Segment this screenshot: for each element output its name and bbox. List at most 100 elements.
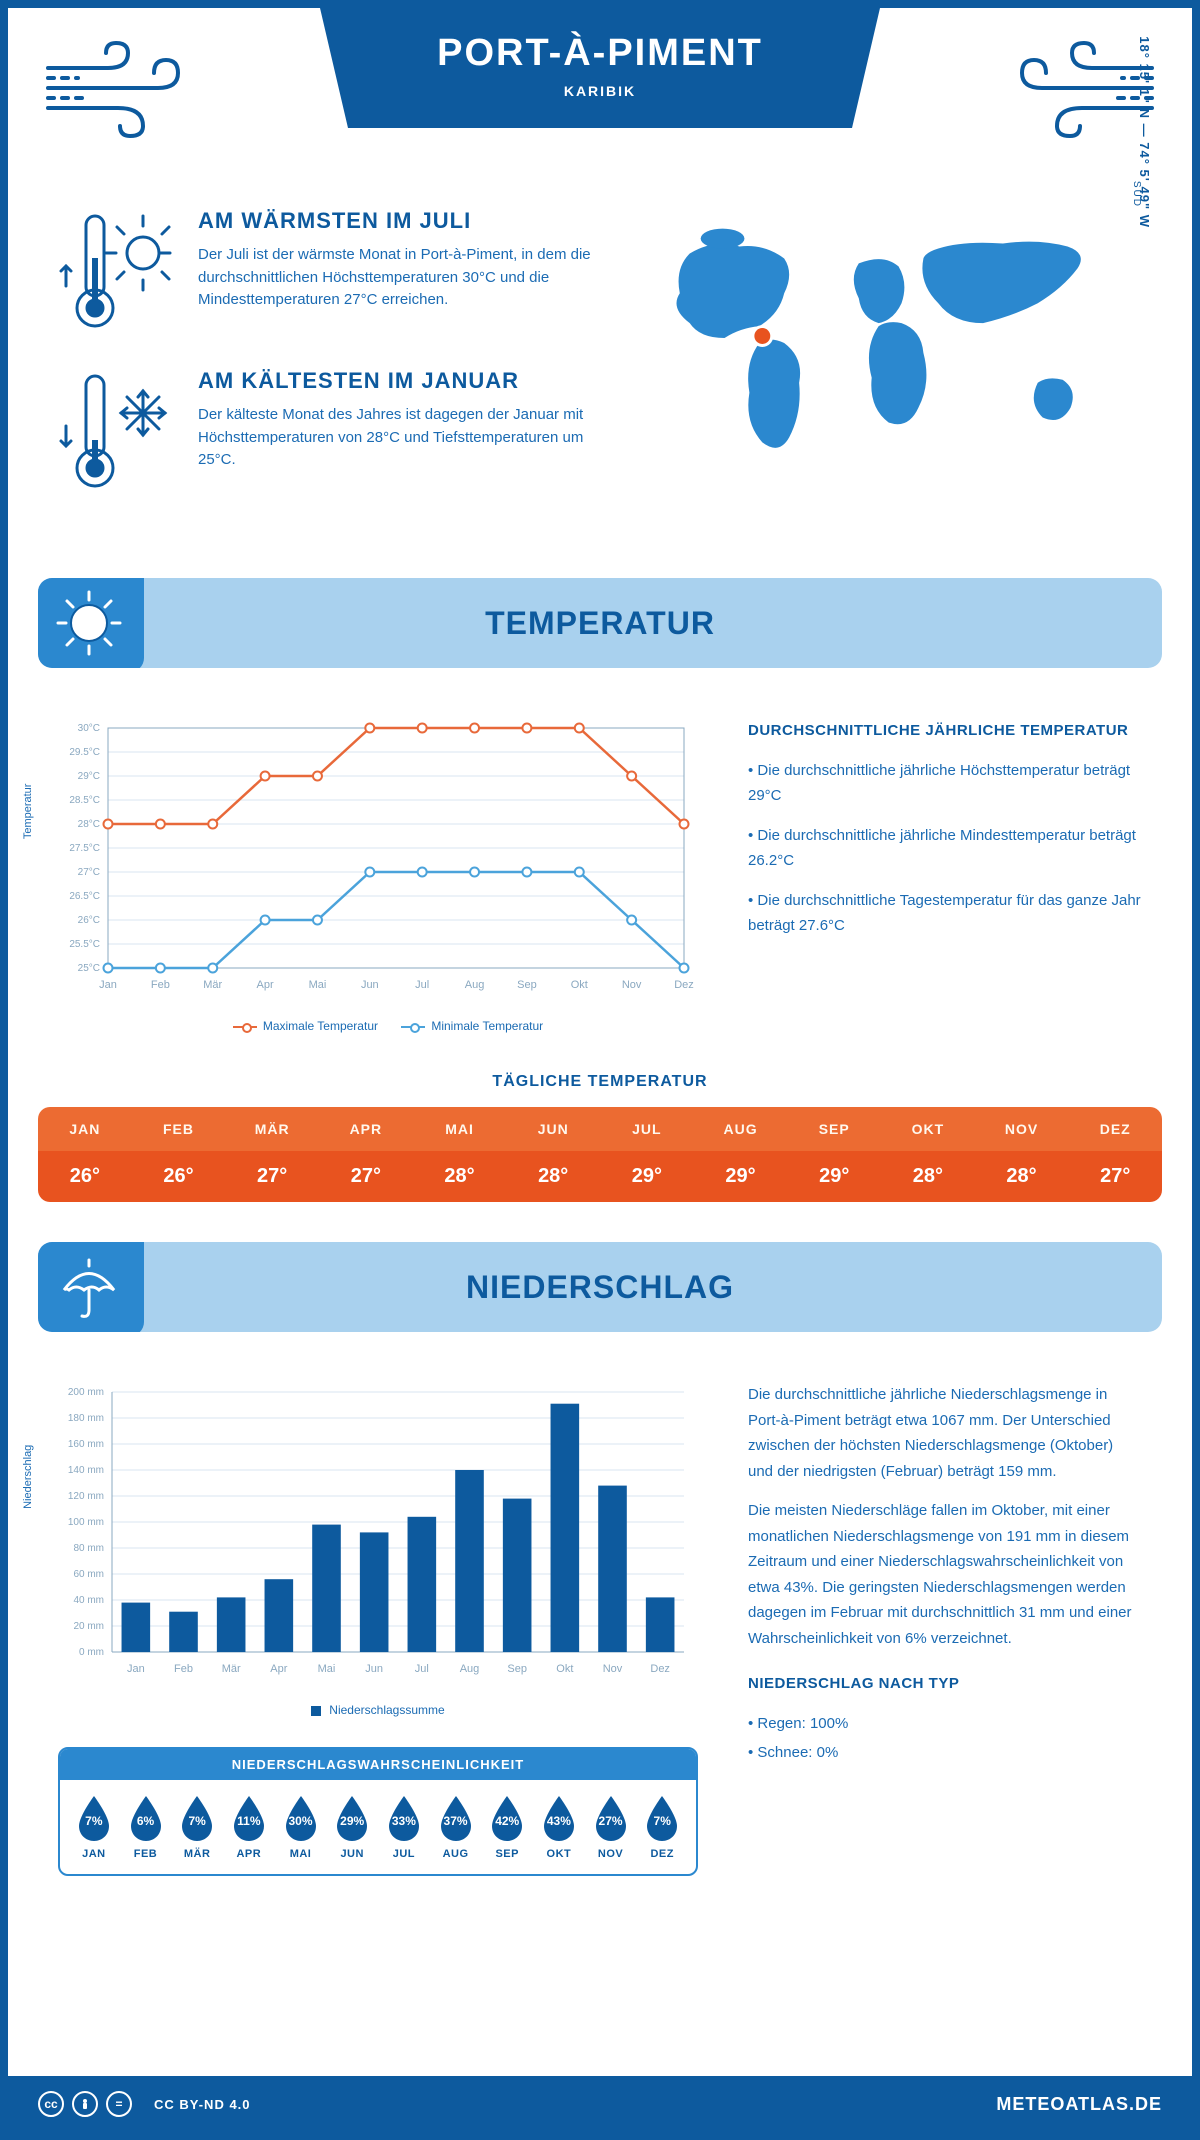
precip-prob-pct: 37% bbox=[437, 1814, 475, 1828]
temperature-info: DURCHSCHNITTLICHE JÄHRLICHE TEMPERATUR •… bbox=[748, 718, 1142, 1033]
precip-prob-month: MÄR bbox=[171, 1848, 223, 1860]
precip-prob-month: AUG bbox=[430, 1848, 482, 1860]
precip-prob-month: APR bbox=[223, 1848, 275, 1860]
precip-prob-cell: 11% APR bbox=[223, 1794, 275, 1860]
daily-month: AUG bbox=[694, 1107, 788, 1151]
svg-text:Mär: Mär bbox=[203, 979, 222, 991]
daily-temp-table: JANFEBMÄRAPRMAIJUNJULAUGSEPOKTNOVDEZ 26°… bbox=[38, 1107, 1162, 1202]
daily-temp-title: TÄGLICHE TEMPERATUR bbox=[8, 1073, 1192, 1091]
svg-text:200 mm: 200 mm bbox=[68, 1387, 104, 1398]
svg-text:25.5°C: 25.5°C bbox=[69, 939, 100, 950]
thermometer-snow-icon bbox=[58, 368, 178, 498]
temperature-chart: Temperatur 25°C25.5°C26°C26.5°C27°C27.5°… bbox=[58, 718, 698, 1003]
precip-prob-pct: 29% bbox=[333, 1814, 371, 1828]
page-region: KARIBIK bbox=[320, 83, 880, 99]
daily-value: 29° bbox=[600, 1151, 694, 1202]
precip-prob-pct: 33% bbox=[385, 1814, 423, 1828]
page-title: PORT-À-PIMENT bbox=[320, 32, 880, 75]
svg-text:30°C: 30°C bbox=[78, 723, 100, 734]
warmest-block: AM WÄRMSTEN IM JULI Der Juli ist der wär… bbox=[58, 208, 605, 338]
daily-value: 29° bbox=[787, 1151, 881, 1202]
coordinates: 18° 15' 1" N — 74° 5' 49" W bbox=[1137, 36, 1152, 228]
precip-legend: Niederschlagssumme bbox=[58, 1703, 698, 1717]
daily-month: FEB bbox=[132, 1107, 226, 1151]
precip-prob-pct: 7% bbox=[75, 1814, 113, 1828]
svg-text:Okt: Okt bbox=[571, 979, 588, 991]
svg-text:180 mm: 180 mm bbox=[68, 1413, 104, 1424]
temperature-row: Temperatur 25°C25.5°C26°C26.5°C27°C27.5°… bbox=[8, 688, 1192, 1043]
svg-text:Mai: Mai bbox=[309, 979, 327, 991]
daily-value: 28° bbox=[413, 1151, 507, 1202]
legend-max: Maximale Temperatur bbox=[263, 1019, 378, 1033]
svg-text:20 mm: 20 mm bbox=[73, 1621, 104, 1632]
raindrop-icon: 27% bbox=[592, 1794, 630, 1842]
svg-text:40 mm: 40 mm bbox=[73, 1595, 104, 1606]
wind-icon-left bbox=[38, 38, 188, 138]
precip-prob-month: FEB bbox=[120, 1848, 172, 1860]
raindrop-icon: 7% bbox=[75, 1794, 113, 1842]
cc-license: cc = CC BY-ND 4.0 bbox=[38, 2091, 251, 2117]
precip-info: Die durchschnittliche jährliche Niedersc… bbox=[748, 1382, 1142, 1876]
temperature-title: TEMPERATUR bbox=[485, 605, 715, 642]
precip-row: Niederschlag 0 mm20 mm40 mm60 mm80 mm100… bbox=[8, 1352, 1192, 1886]
svg-text:160 mm: 160 mm bbox=[68, 1439, 104, 1450]
svg-text:Jun: Jun bbox=[365, 1663, 383, 1675]
daily-value: 27° bbox=[319, 1151, 413, 1202]
precip-prob-cell: 42% SEP bbox=[481, 1794, 533, 1860]
raindrop-icon: 7% bbox=[178, 1794, 216, 1842]
svg-text:27.5°C: 27.5°C bbox=[69, 843, 100, 854]
temp-info-p3: • Die durchschnittliche Tagestemperatur … bbox=[748, 888, 1142, 939]
raindrop-icon: 7% bbox=[643, 1794, 681, 1842]
daily-month: NOV bbox=[975, 1107, 1069, 1151]
svg-text:Feb: Feb bbox=[151, 979, 170, 991]
svg-text:Sep: Sep bbox=[517, 979, 537, 991]
header: PORT-À-PIMENT KARIBIK bbox=[8, 8, 1192, 188]
cc-icon: cc bbox=[38, 2091, 64, 2117]
precip-prob-cell: 6% FEB bbox=[120, 1794, 172, 1860]
precip-prob-month: SEP bbox=[481, 1848, 533, 1860]
daily-month: APR bbox=[319, 1107, 413, 1151]
svg-text:28.5°C: 28.5°C bbox=[69, 795, 100, 806]
daily-value: 28° bbox=[975, 1151, 1069, 1202]
daily-value: 26° bbox=[38, 1151, 132, 1202]
precip-prob-pct: 27% bbox=[592, 1814, 630, 1828]
raindrop-icon: 33% bbox=[385, 1794, 423, 1842]
raindrop-icon: 43% bbox=[540, 1794, 578, 1842]
svg-text:Mär: Mär bbox=[222, 1663, 241, 1675]
svg-text:29.5°C: 29.5°C bbox=[69, 747, 100, 758]
thermometer-sun-icon bbox=[58, 208, 178, 338]
daily-month: JUL bbox=[600, 1107, 694, 1151]
precip-prob-pct: 43% bbox=[540, 1814, 578, 1828]
precip-prob-month: DEZ bbox=[636, 1848, 688, 1860]
svg-text:120 mm: 120 mm bbox=[68, 1491, 104, 1502]
legend-min: Minimale Temperatur bbox=[431, 1019, 543, 1033]
precip-chart: Niederschlag 0 mm20 mm40 mm60 mm80 mm100… bbox=[58, 1382, 698, 1687]
svg-text:26.5°C: 26.5°C bbox=[69, 891, 100, 902]
precip-prob-month: MAI bbox=[275, 1848, 327, 1860]
svg-text:Mai: Mai bbox=[318, 1663, 336, 1675]
coldest-body: Der kälteste Monat des Jahres ist dagege… bbox=[198, 404, 605, 472]
daily-value: 27° bbox=[225, 1151, 319, 1202]
svg-text:Aug: Aug bbox=[465, 979, 485, 991]
svg-text:Nov: Nov bbox=[622, 979, 642, 991]
svg-text:25°C: 25°C bbox=[78, 963, 100, 974]
svg-text:Okt: Okt bbox=[556, 1663, 573, 1675]
svg-text:Nov: Nov bbox=[603, 1663, 623, 1675]
title-banner: PORT-À-PIMENT KARIBIK bbox=[320, 8, 880, 128]
precip-type-2: • Schnee: 0% bbox=[748, 1740, 1142, 1766]
precip-info-p1: Die durchschnittliche jährliche Niedersc… bbox=[748, 1382, 1142, 1484]
svg-text:100 mm: 100 mm bbox=[68, 1517, 104, 1528]
coldest-title: AM KÄLTESTEN IM JANUAR bbox=[198, 368, 605, 394]
temp-ylabel: Temperatur bbox=[22, 783, 34, 839]
precip-title: NIEDERSCHLAG bbox=[466, 1269, 734, 1306]
svg-text:80 mm: 80 mm bbox=[73, 1543, 104, 1554]
raindrop-icon: 37% bbox=[437, 1794, 475, 1842]
precip-prob-cell: 43% OKT bbox=[533, 1794, 585, 1860]
daily-month: MAI bbox=[413, 1107, 507, 1151]
svg-text:0 mm: 0 mm bbox=[79, 1647, 104, 1658]
precip-type-1: • Regen: 100% bbox=[748, 1711, 1142, 1737]
precip-prob-cell: 7% DEZ bbox=[636, 1794, 688, 1860]
raindrop-icon: 30% bbox=[282, 1794, 320, 1842]
precip-probability-box: NIEDERSCHLAGSWAHRSCHEINLICHKEIT 7% JAN 6… bbox=[58, 1747, 698, 1876]
temp-info-p2: • Die durchschnittliche jährliche Mindes… bbox=[748, 823, 1142, 874]
